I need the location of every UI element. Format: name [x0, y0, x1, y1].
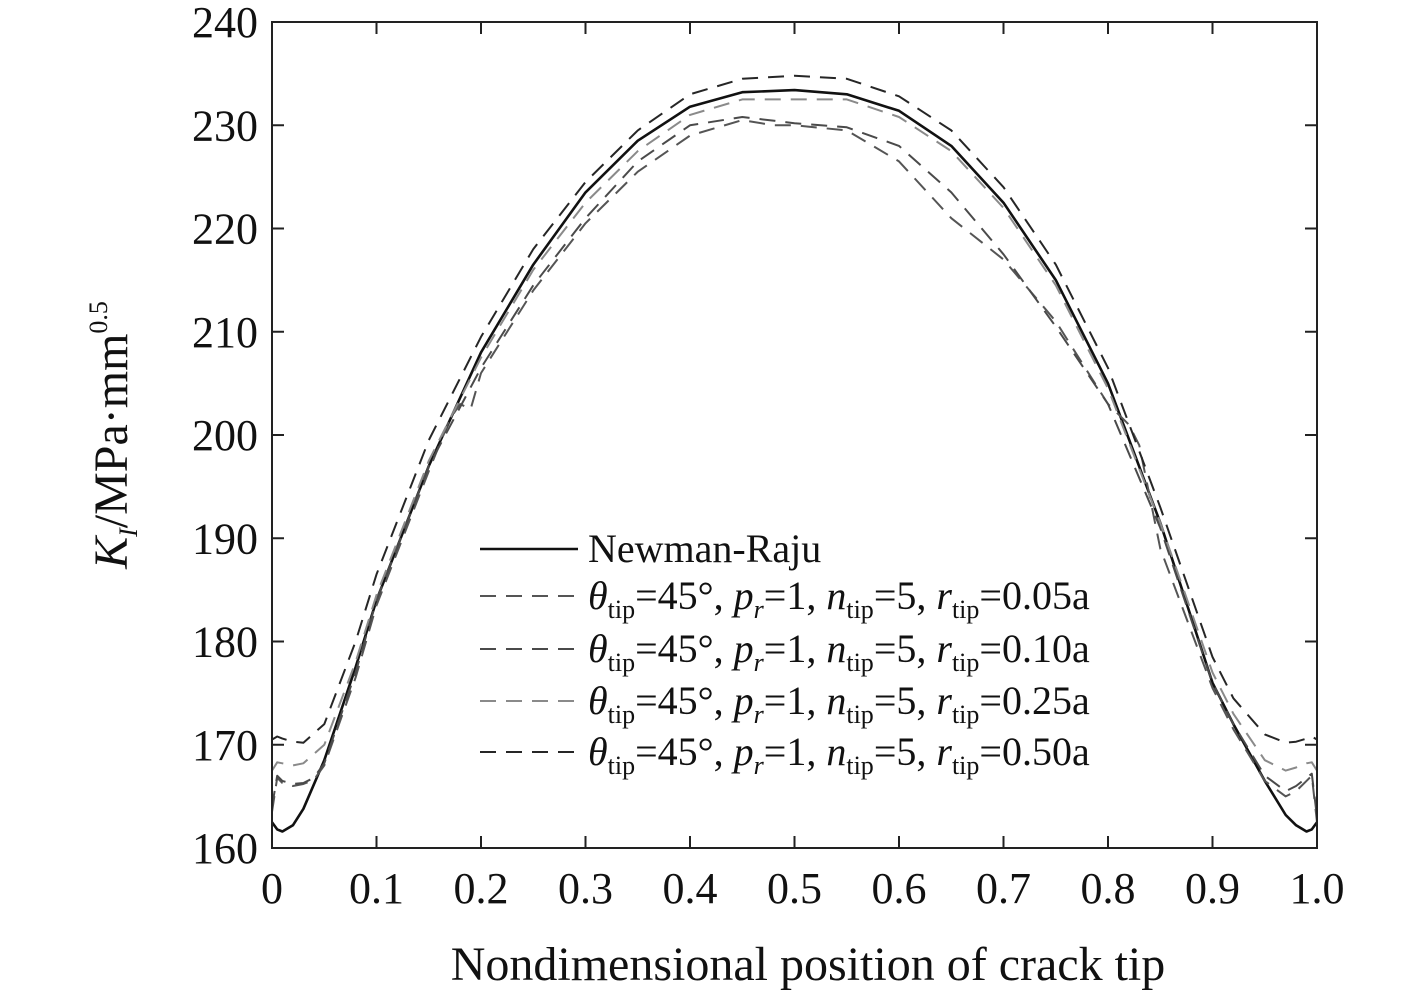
legend-p: p: [731, 626, 754, 671]
y-tick-label-6: 220: [192, 205, 258, 254]
legend-eq1: =45°,: [635, 729, 734, 774]
legend-p-sub: r: [754, 595, 765, 624]
legend-theta: θ: [588, 729, 608, 774]
legend-eq2: =1,: [764, 729, 827, 774]
legend-theta-sub: tip: [608, 751, 635, 780]
legend-p: p: [731, 729, 754, 774]
legend-theta: θ: [588, 573, 608, 618]
y-axis-title: KI/MPa·mm0.5: [84, 301, 143, 570]
legend-eq3: =5,: [874, 729, 937, 774]
legend-n-sub: tip: [846, 751, 873, 780]
legend-n-sub: tip: [846, 648, 873, 677]
y-axis-title-base: K: [85, 534, 138, 570]
legend-label-r050: θtip=45°, pr=1, ntip=5, rtip=0.50a: [588, 729, 1090, 780]
x-tick-label-10: 1.0: [1290, 864, 1345, 913]
legend-eq4: =0.10a: [979, 626, 1090, 671]
legend-r: r: [936, 626, 952, 671]
legend-label-r005: θtip=45°, pr=1, ntip=5, rtip=0.05a: [588, 573, 1090, 624]
legend-eq1: =45°,: [635, 678, 734, 723]
legend-eq1: =45°,: [635, 626, 734, 671]
legend-theta-sub: tip: [608, 700, 635, 729]
legend-p: p: [731, 678, 754, 723]
legend-r-sub: tip: [952, 751, 979, 780]
legend-n: n: [826, 678, 846, 723]
x-tick-label-3: 0.3: [558, 864, 613, 913]
legend-eq1: =45°,: [635, 573, 734, 618]
series-line-4: [271, 74, 1318, 744]
legend-eq3: =5,: [874, 573, 937, 618]
series-line-3: [271, 98, 1318, 772]
legend-r-sub: tip: [952, 595, 979, 624]
x-tick-label-5: 0.5: [767, 864, 822, 913]
y-tick-label-0: 160: [192, 824, 258, 873]
legend-eq3: =5,: [874, 626, 937, 671]
y-axis-title-rest: /MPa·mm: [85, 334, 138, 529]
legend-eq2: =1,: [764, 678, 827, 723]
x-tick-label-7: 0.7: [976, 864, 1031, 913]
series-line-1: [271, 119, 1318, 823]
x-tick-label-1: 0.1: [349, 864, 404, 913]
x-tick-label-8: 0.8: [1081, 864, 1136, 913]
y-tick-label-8: 240: [192, 0, 258, 47]
x-axis-title: Nondimensional position of crack tip: [451, 938, 1166, 991]
legend-label-r025: θtip=45°, pr=1, ntip=5, rtip=0.25a: [588, 678, 1090, 729]
legend-theta-sub: tip: [608, 648, 635, 677]
legend-n: n: [826, 729, 846, 774]
legend-eq3: =5,: [874, 678, 937, 723]
series-layer: [270, 74, 1319, 833]
y-tick-label-4: 200: [192, 411, 258, 460]
x-tick-label-6: 0.6: [872, 864, 927, 913]
series-line-2: [271, 116, 1318, 818]
legend-n-sub: tip: [846, 700, 873, 729]
legend-theta: θ: [588, 678, 608, 723]
y-tick-label-3: 190: [192, 514, 258, 563]
legend-theta-sub: tip: [608, 595, 635, 624]
legend-p: p: [731, 573, 754, 618]
legend-theta: θ: [588, 626, 608, 671]
legend-r-sub: tip: [952, 648, 979, 677]
legend-r: r: [936, 573, 952, 618]
y-axis-title-sub: I: [114, 527, 143, 538]
y-tick-label-1: 170: [192, 721, 258, 770]
legend-eq4: =0.25a: [979, 678, 1090, 723]
legend-n-sub: tip: [846, 595, 873, 624]
x-tick-label-4: 0.4: [663, 864, 718, 913]
y-tick-label-2: 180: [192, 618, 258, 667]
legend-eq2: =1,: [764, 626, 827, 671]
legend-r: r: [936, 678, 952, 723]
legend-label-r010: θtip=45°, pr=1, ntip=5, rtip=0.10a: [588, 626, 1090, 677]
x-tick-labels: 0 0.1 0.2 0.3 0.4 0.5 0.6 0.7 0.8 0.9 1.0: [261, 864, 1345, 913]
legend-p-sub: r: [754, 751, 765, 780]
x-tick-label-0: 0: [261, 864, 283, 913]
y-tick-label-5: 210: [192, 308, 258, 357]
y-tick-label-7: 230: [192, 101, 258, 150]
x-tick-label-9: 0.9: [1185, 864, 1240, 913]
legend-n: n: [826, 573, 846, 618]
legend-p-sub: r: [754, 700, 765, 729]
legend-r-sub: tip: [952, 700, 979, 729]
legend-eq4: =0.50a: [979, 729, 1090, 774]
legend-r: r: [936, 729, 952, 774]
ticks-layer: [271, 21, 1318, 849]
legend: Newman-Raju θtip=45°, pr=1, ntip=5, rtip…: [480, 526, 1090, 780]
legend-eq2: =1,: [764, 573, 827, 618]
legend-p-sub: r: [754, 648, 765, 677]
legend-n: n: [826, 626, 846, 671]
y-tick-labels: 160 170 180 190 200 210 220 230 240: [192, 0, 258, 873]
x-tick-label-2: 0.2: [454, 864, 509, 913]
legend-label-newman-raju: Newman-Raju: [588, 526, 821, 571]
y-axis-title-sup: 0.5: [84, 301, 113, 334]
legend-eq4: =0.05a: [979, 573, 1090, 618]
